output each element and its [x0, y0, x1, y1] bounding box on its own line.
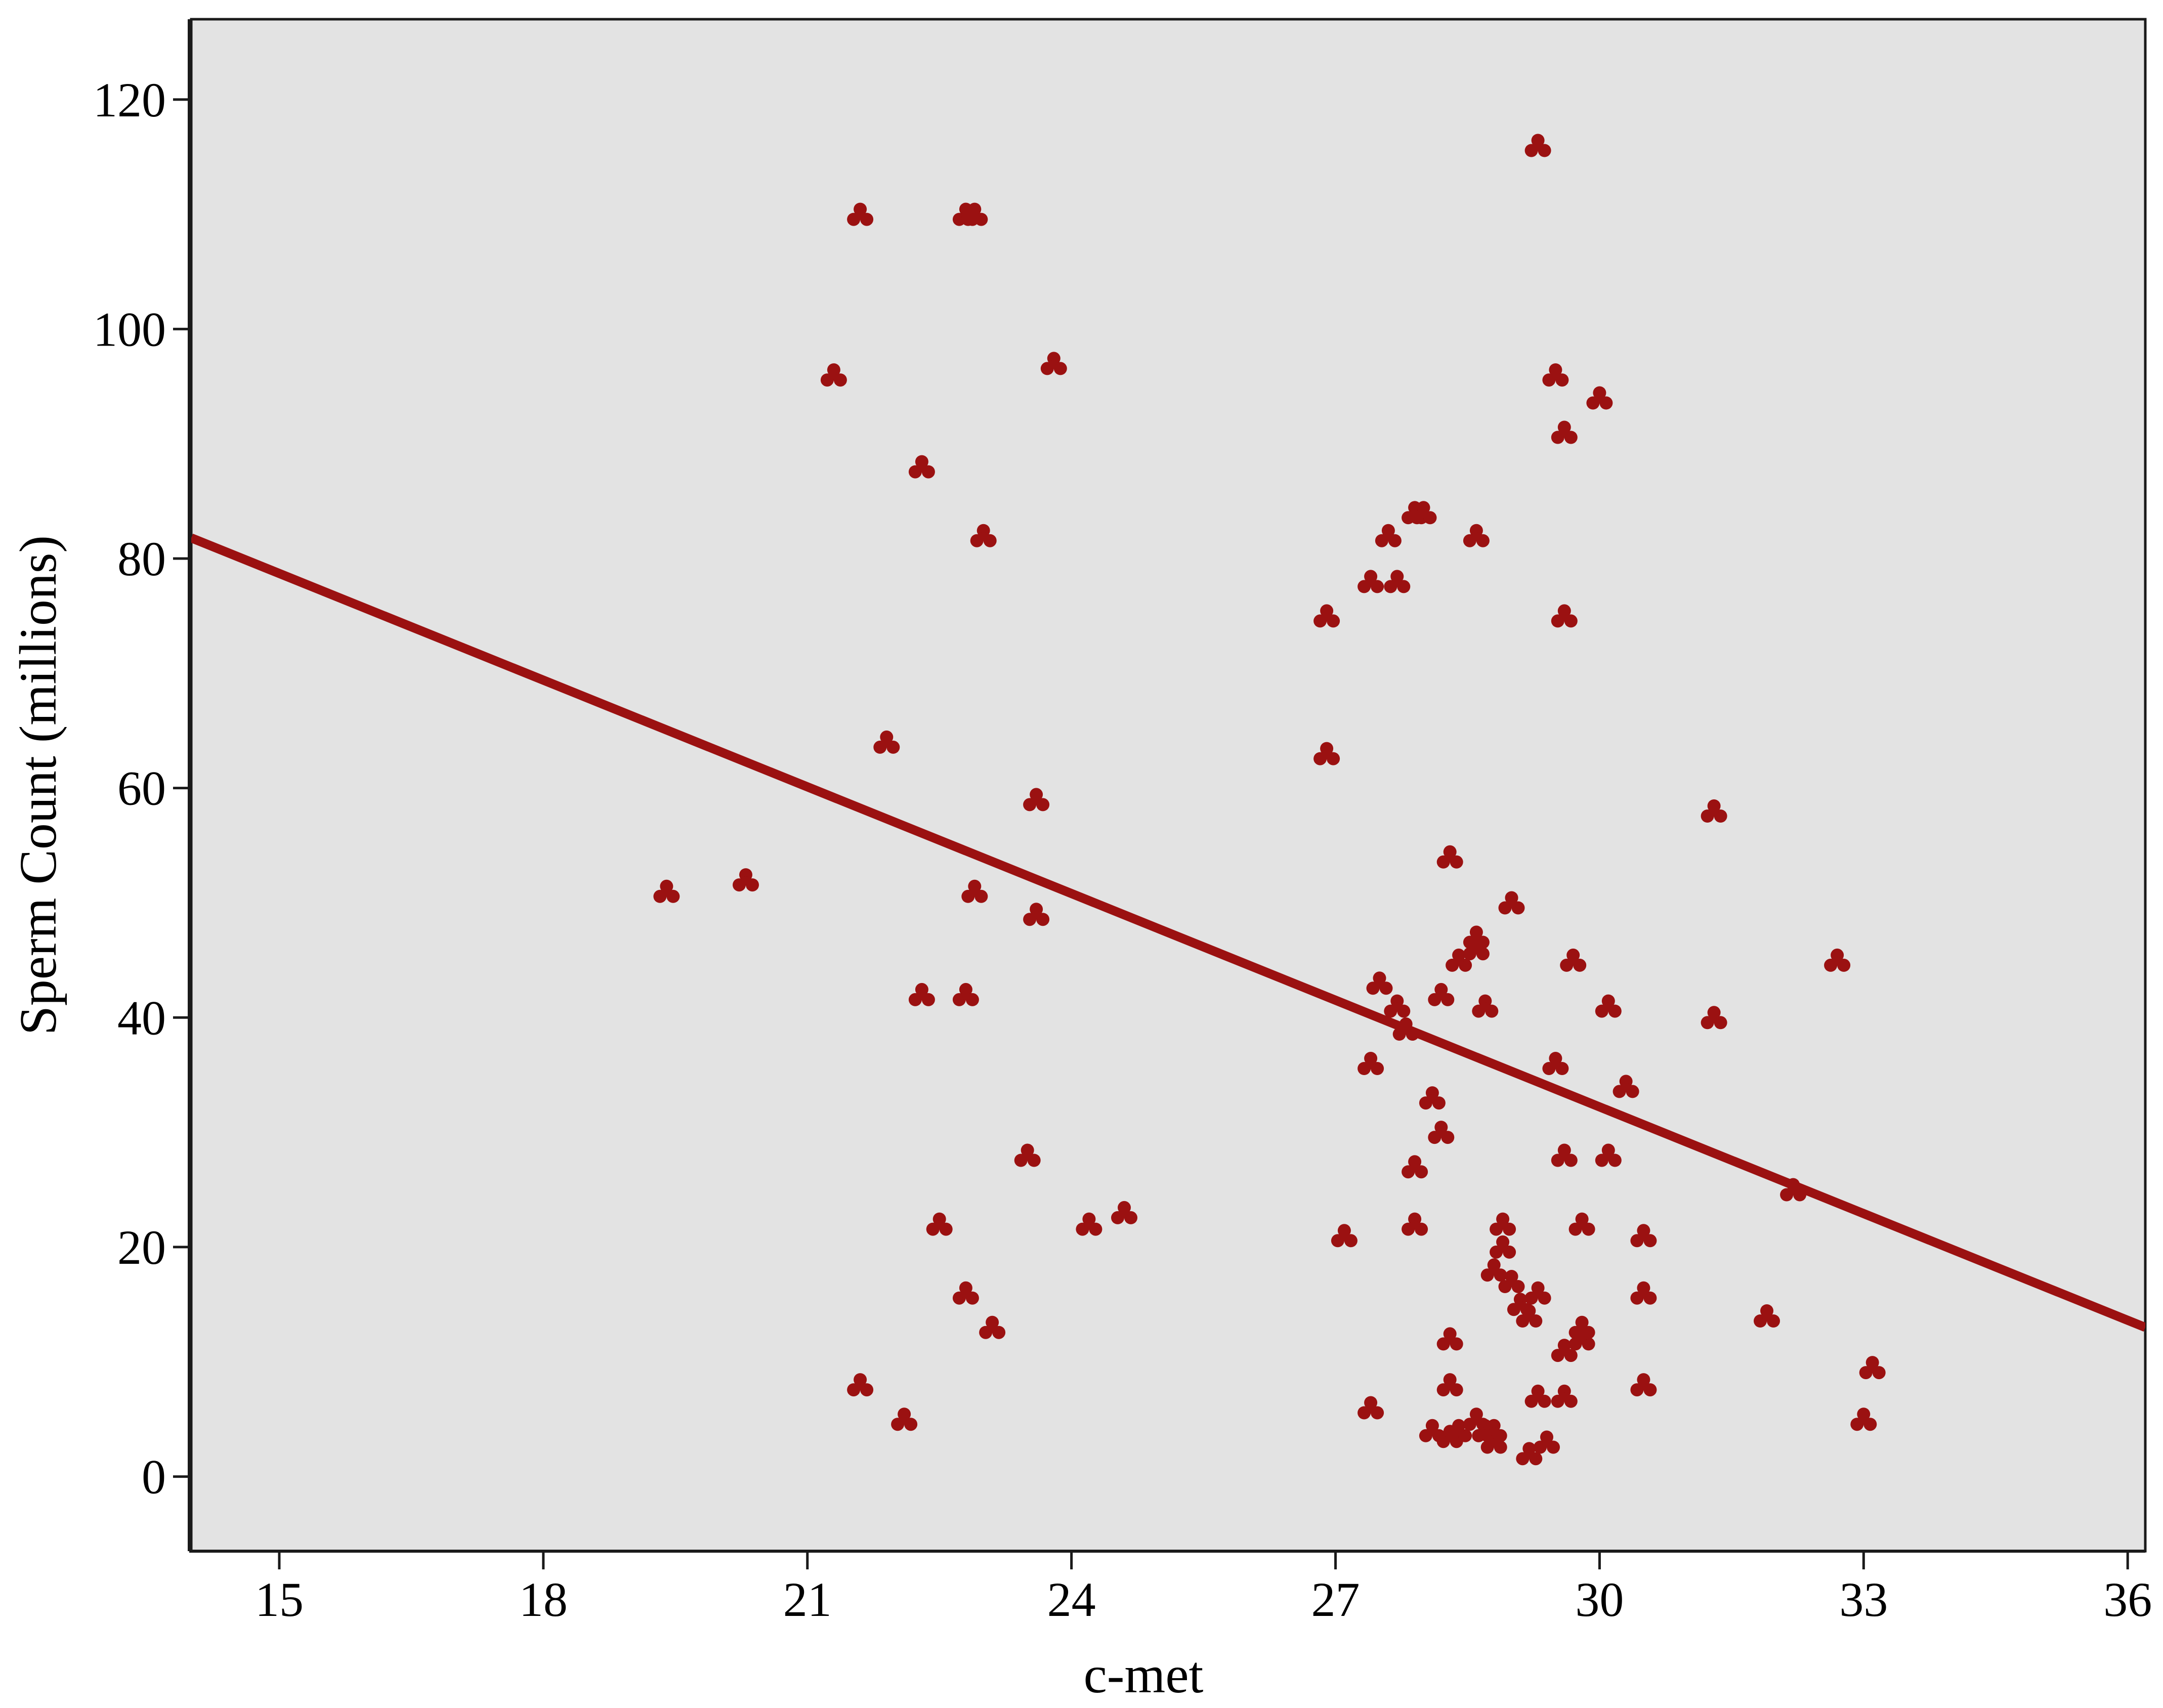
y-tick-label-0: 0	[142, 1450, 166, 1504]
x-tick-label-33: 33	[1839, 1572, 1888, 1627]
x-tick-label-18: 18	[519, 1572, 568, 1627]
y-tick-label-80: 80	[117, 532, 166, 586]
x-tick-label-15: 15	[255, 1572, 304, 1627]
fit-line-layer	[191, 533, 2145, 1332]
y-tick-label-40: 40	[117, 991, 166, 1045]
y-axis-ticks: 0 20 40 60 80 100 120	[93, 73, 191, 1504]
x-tick-label-30: 30	[1575, 1572, 1624, 1627]
y-tick-label-60: 60	[117, 761, 166, 816]
fit-line	[191, 533, 2145, 1332]
plot-area	[190, 18, 2147, 1553]
y-tick-label-120: 120	[93, 73, 166, 127]
x-axis-title: c-met	[1084, 1646, 1204, 1704]
x-axis-ticks: 15 18 21 24 27 30 33 36	[255, 1551, 2152, 1627]
x-tick-label-24: 24	[1047, 1572, 1096, 1627]
x-tick-label-36: 36	[2103, 1572, 2152, 1627]
x-tick-label-21: 21	[783, 1572, 832, 1627]
y-tick-label-20: 20	[117, 1220, 166, 1274]
x-tick-label-27: 27	[1311, 1572, 1360, 1627]
y-axis-title: Sperm Count (millions)	[9, 535, 67, 1035]
y-tick-label-100: 100	[93, 302, 166, 356]
